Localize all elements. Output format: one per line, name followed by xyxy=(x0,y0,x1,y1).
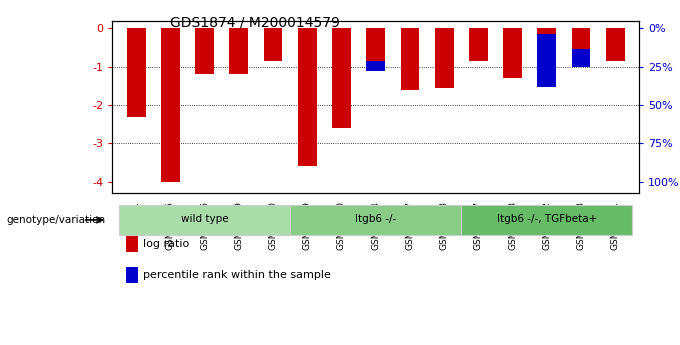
Bar xyxy=(332,28,351,41)
Bar xyxy=(503,28,522,44)
Bar xyxy=(195,28,214,75)
Bar xyxy=(332,28,351,128)
Bar xyxy=(461,205,632,235)
Bar xyxy=(229,28,248,75)
Bar xyxy=(572,28,590,49)
Bar xyxy=(126,236,138,252)
Bar xyxy=(367,28,385,61)
Bar xyxy=(229,28,248,51)
Bar xyxy=(367,28,385,71)
Bar xyxy=(537,28,556,87)
Bar xyxy=(126,28,146,117)
Bar xyxy=(469,28,488,59)
Bar xyxy=(537,28,556,34)
Bar xyxy=(290,205,461,235)
Bar xyxy=(126,267,138,283)
Bar xyxy=(401,28,420,41)
Bar xyxy=(119,205,290,235)
Bar xyxy=(469,28,488,61)
Bar xyxy=(606,28,625,61)
Bar xyxy=(503,28,522,78)
Bar xyxy=(161,28,180,182)
Text: percentile rank within the sample: percentile rank within the sample xyxy=(143,270,331,280)
Text: wild type: wild type xyxy=(181,214,228,224)
Text: log ratio: log ratio xyxy=(143,239,190,249)
Bar xyxy=(195,28,214,44)
Text: genotype/variation: genotype/variation xyxy=(7,215,106,225)
Text: Itgb6 -/-, TGFbeta+: Itgb6 -/-, TGFbeta+ xyxy=(496,214,597,224)
Bar xyxy=(298,28,317,166)
Bar xyxy=(606,28,625,51)
Bar xyxy=(572,28,590,67)
Bar xyxy=(401,28,420,90)
Bar xyxy=(161,28,180,36)
Bar xyxy=(435,28,454,88)
Bar xyxy=(435,28,454,41)
Bar xyxy=(264,28,282,61)
Text: Itgb6 -/-: Itgb6 -/- xyxy=(355,214,396,224)
Bar xyxy=(264,28,282,48)
Bar xyxy=(298,28,317,41)
Text: GDS1874 / M200014579: GDS1874 / M200014579 xyxy=(170,16,340,30)
Bar xyxy=(126,28,146,36)
